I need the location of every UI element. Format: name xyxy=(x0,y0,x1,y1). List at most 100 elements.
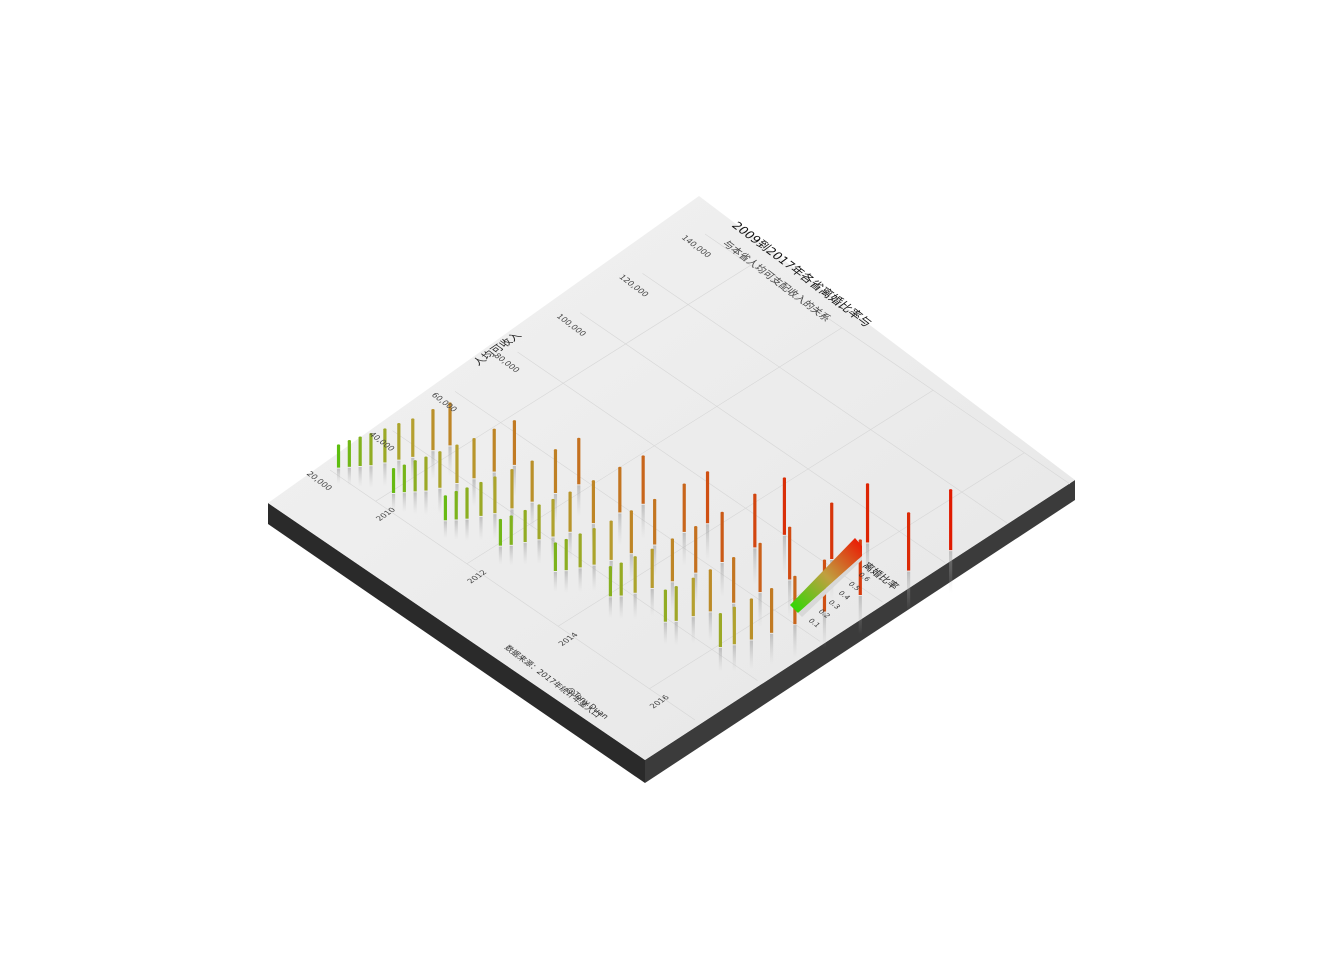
legend-color-ramp xyxy=(790,538,862,613)
bar xyxy=(397,423,401,460)
bar-shadow xyxy=(402,493,406,512)
bar xyxy=(650,549,654,589)
bar-cap xyxy=(465,487,469,490)
bar-shadow xyxy=(369,466,373,489)
bar xyxy=(592,528,596,565)
bar xyxy=(670,539,675,582)
bar-shadow xyxy=(663,622,668,645)
legend-tick-label: 0.3 xyxy=(826,599,841,610)
bar-shadow xyxy=(512,465,517,497)
bar xyxy=(523,510,527,543)
bar-shadow xyxy=(383,463,387,487)
bar xyxy=(537,505,541,540)
bar xyxy=(411,419,415,457)
bar xyxy=(424,457,428,491)
bar xyxy=(749,599,754,640)
bar-cap xyxy=(591,480,596,483)
legend-ramp-shade xyxy=(798,556,862,617)
bar-shadow xyxy=(718,648,723,672)
bar-shadow xyxy=(564,571,568,593)
bar xyxy=(641,456,645,504)
bar-shadow xyxy=(438,488,442,514)
bar-cap xyxy=(793,575,797,578)
bar xyxy=(553,450,558,494)
bar xyxy=(629,511,633,554)
bar-cap xyxy=(578,533,582,536)
bar-shadow xyxy=(749,640,754,669)
bar-shadow xyxy=(782,535,787,576)
bar-shadow xyxy=(448,446,452,476)
bar xyxy=(472,438,476,479)
bar xyxy=(492,429,496,472)
bar-cap xyxy=(619,562,623,565)
bar-shadow xyxy=(822,612,827,649)
bar-cap xyxy=(782,477,787,480)
bar-shadow xyxy=(608,597,613,618)
bar xyxy=(347,441,351,467)
bar xyxy=(674,586,678,621)
bar-cap xyxy=(830,502,834,505)
bar-shadow xyxy=(691,617,695,644)
bar-shadow xyxy=(682,532,686,567)
bar-cap xyxy=(568,491,572,494)
bar-cap xyxy=(577,437,581,440)
bar xyxy=(369,434,373,466)
bar xyxy=(336,445,341,468)
bar-cap xyxy=(682,483,686,486)
bar xyxy=(578,534,582,568)
bar-cap xyxy=(865,483,870,486)
bar-cap xyxy=(749,598,754,601)
bar xyxy=(694,527,698,573)
bar-cap xyxy=(629,510,633,513)
bar-shadow xyxy=(577,485,581,518)
bar xyxy=(949,490,953,551)
bar-shadow xyxy=(769,633,774,665)
bar xyxy=(753,494,757,548)
bar-cap xyxy=(391,467,396,470)
bar-shadow xyxy=(553,571,558,592)
bar xyxy=(858,540,862,595)
bar-shadow xyxy=(397,460,401,486)
bar xyxy=(493,477,497,514)
bar-cap xyxy=(413,460,417,463)
bar-cap xyxy=(906,512,911,515)
bar-shadow xyxy=(906,571,911,612)
bar-shadow xyxy=(336,468,341,485)
bar-cap xyxy=(512,420,517,423)
legend-tick-label: 0.2 xyxy=(816,608,831,619)
bar-shadow xyxy=(641,504,645,538)
bar-shadow xyxy=(858,595,862,635)
bar-shadow xyxy=(509,545,513,566)
bar xyxy=(609,521,613,560)
bar-cap xyxy=(564,538,568,541)
bar-shadow xyxy=(793,625,797,659)
bar xyxy=(383,429,387,463)
bar xyxy=(865,484,870,543)
bar-shadow xyxy=(788,580,792,617)
bar-cap xyxy=(718,613,723,616)
bar-cap xyxy=(358,436,362,439)
bar-cap xyxy=(553,449,558,452)
bar-shadow xyxy=(551,537,555,564)
bar-cap xyxy=(402,464,406,467)
bar-shadow xyxy=(498,546,503,565)
bar-cap xyxy=(691,577,695,580)
bar-shadow xyxy=(694,573,698,606)
bar xyxy=(498,519,503,546)
bar xyxy=(591,481,596,524)
bar-cap xyxy=(653,498,657,501)
legend-tick-label: 0.5 xyxy=(846,581,861,592)
bar-cap xyxy=(769,588,774,591)
bar-cap xyxy=(858,539,862,542)
bar-shadow xyxy=(708,612,712,642)
bar-shadow xyxy=(758,593,762,627)
bar-cap xyxy=(694,526,698,529)
bar-shadow xyxy=(865,543,870,585)
bar-cap xyxy=(411,418,415,421)
bar-cap xyxy=(553,542,558,545)
bar-cap xyxy=(608,565,613,568)
legend-tick-label: 0.1 xyxy=(806,617,821,628)
bar xyxy=(448,403,452,446)
bar xyxy=(551,499,555,537)
